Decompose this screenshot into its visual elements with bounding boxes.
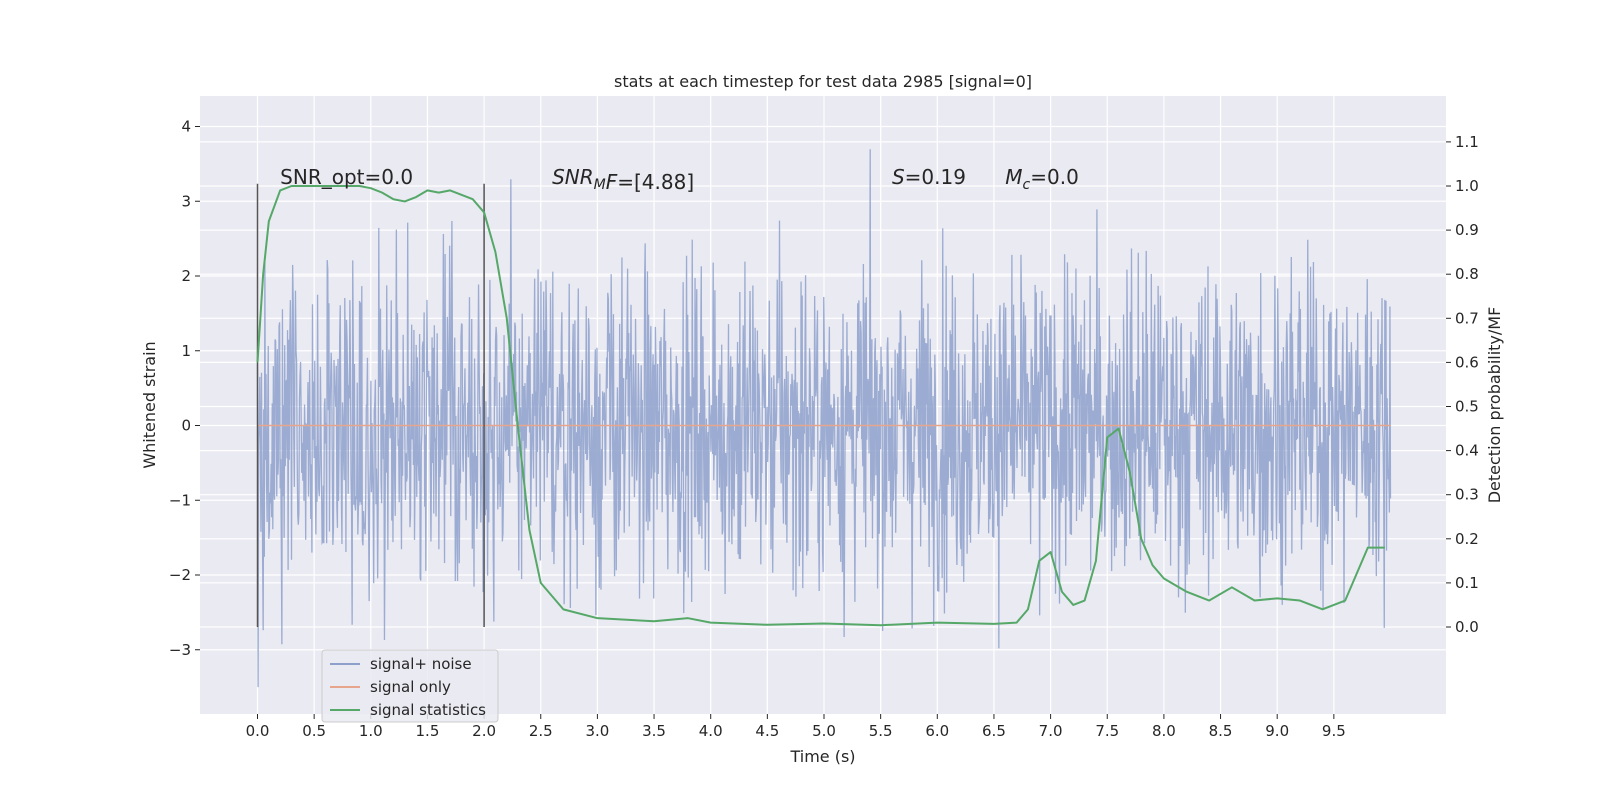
x-tick-label: 3.5 (642, 722, 666, 740)
series-signal-noise-line (256, 149, 1392, 688)
y2-tick-label: 0.9 (1455, 221, 1479, 239)
x-tick-label: 8.5 (1209, 722, 1233, 740)
legend: signal+ noise signal only signal statistic… (321, 649, 499, 723)
legend-label: signal+ noise (370, 655, 472, 673)
y2-tick-label: 0.4 (1455, 442, 1479, 460)
legend-label: signal only (370, 678, 451, 696)
x-tick-label: 5.0 (812, 722, 836, 740)
x-tick-label: 6.5 (982, 722, 1006, 740)
x-tick-label: 4.5 (755, 722, 779, 740)
x-tick-label: 9.5 (1322, 722, 1346, 740)
y2-tick-label: 0.0 (1455, 618, 1479, 636)
y-tick-label: 2 (181, 267, 191, 285)
annotation-text: Mc=0.0 (1005, 165, 1079, 193)
x-tick-label: 2.5 (529, 722, 553, 740)
y2-tick-label: 0.6 (1455, 353, 1479, 371)
chart-title: stats at each timestep for test data 298… (614, 72, 1032, 91)
x-axis-label: Time (s) (789, 747, 855, 766)
y-axis-label: Whitened strain (140, 341, 159, 468)
y-tick-label: −2 (169, 566, 191, 584)
y2-tick-label: 0.8 (1455, 265, 1479, 283)
y-tick-label: −1 (169, 491, 191, 509)
x-tick-label: 3.0 (585, 722, 609, 740)
y2-tick-label: 0.3 (1455, 486, 1479, 504)
y2-tick-label: 0.5 (1455, 398, 1479, 416)
x-tick-label: 4.0 (699, 722, 723, 740)
y-tick-label: 3 (181, 192, 191, 210)
annotation-text: SNR_opt=0.0 (280, 165, 413, 189)
x-tick-label: 6.0 (925, 722, 949, 740)
x-tick-label: 1.0 (359, 722, 383, 740)
x-tick-label: 9.0 (1265, 722, 1289, 740)
annotation-text: S=0.19 (892, 165, 966, 189)
y2-tick-label: 1.0 (1455, 177, 1479, 195)
y-tick-label: 0 (181, 417, 191, 435)
y-tick-label: 1 (181, 342, 191, 360)
y-tick-label: −3 (169, 641, 191, 659)
x-tick-label: 0.0 (246, 722, 270, 740)
x-tick-label: 7.5 (1095, 722, 1119, 740)
x-tick-label: 0.5 (302, 722, 326, 740)
y-tick-label: 4 (181, 118, 191, 136)
x-tick-label: 8.0 (1152, 722, 1176, 740)
x-tick-label: 5.5 (869, 722, 893, 740)
y2-tick-label: 0.7 (1455, 309, 1479, 327)
y2-tick-label: 0.2 (1455, 530, 1479, 548)
x-tick-label: 7.0 (1039, 722, 1063, 740)
legend-box (321, 649, 499, 723)
series-statistics-line (256, 185, 1385, 627)
x-tick-label: 1.5 (416, 722, 440, 740)
legend-label: signal statistics (370, 701, 486, 719)
y2-tick-label: 1.1 (1455, 133, 1479, 151)
y2-axis-label: Detection probability/MF (1485, 307, 1504, 504)
annotation-text: SNRMF=[4.88] (552, 165, 694, 194)
x-tick-label: 2.0 (472, 722, 496, 740)
y2-tick-label: 0.1 (1455, 574, 1479, 592)
